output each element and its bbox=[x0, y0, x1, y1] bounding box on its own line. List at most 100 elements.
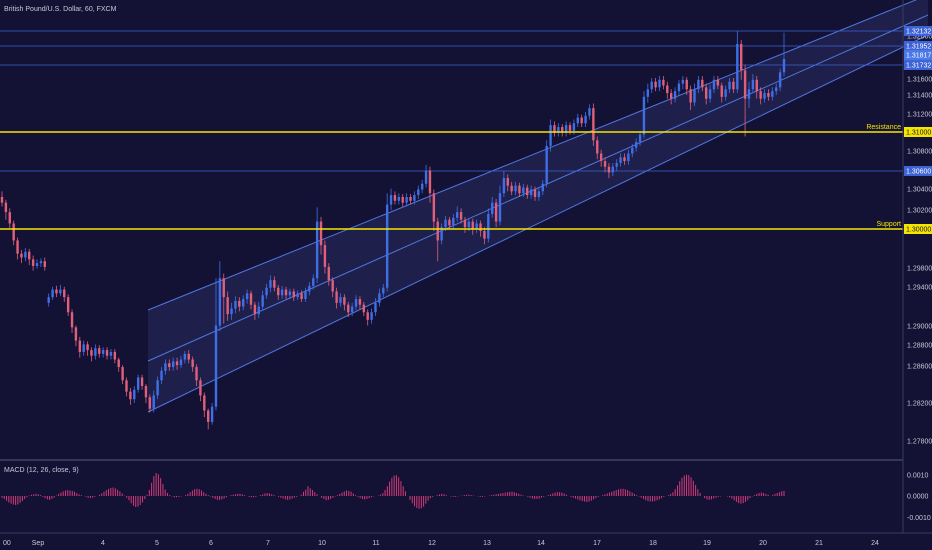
candle-body bbox=[370, 312, 373, 320]
macd-histogram bbox=[1, 473, 785, 509]
candle-body bbox=[751, 79, 755, 90]
time-tick-label: 00 bbox=[3, 540, 11, 547]
candle-body bbox=[599, 153, 603, 162]
support-resistance-levels[interactable]: Resistance 1.31000 Support 1.30000 bbox=[0, 124, 932, 234]
candle-body bbox=[327, 266, 331, 281]
price-tick-label: 1.28800 bbox=[907, 343, 932, 350]
macd-tick-label: 0.0000 bbox=[907, 494, 929, 501]
candle-body bbox=[603, 161, 607, 167]
candle-body bbox=[230, 308, 233, 315]
level-name-support: Support bbox=[876, 221, 901, 228]
candle-body bbox=[669, 93, 673, 99]
candle-body bbox=[704, 87, 708, 99]
candle-body bbox=[78, 340, 82, 352]
candle-body bbox=[245, 293, 249, 300]
candle-body bbox=[335, 291, 338, 303]
candle-body bbox=[125, 380, 128, 392]
candle-body bbox=[148, 397, 152, 409]
candle-body bbox=[133, 389, 136, 400]
channel-lower-line[interactable] bbox=[147, 34, 929, 413]
price-tick-label: 1.29000 bbox=[907, 324, 932, 331]
candle-body bbox=[494, 202, 498, 222]
candle-body bbox=[436, 221, 439, 241]
candle-body bbox=[43, 261, 46, 267]
candle-body bbox=[339, 297, 342, 303]
candle-body bbox=[747, 89, 751, 99]
channel-band bbox=[148, 0, 928, 412]
candle-body bbox=[249, 293, 253, 305]
candle-body bbox=[467, 221, 471, 228]
candle-body bbox=[261, 295, 264, 307]
price-tag-bg-upper bbox=[904, 26, 932, 36]
candle-body bbox=[417, 189, 420, 196]
horizontal-lines[interactable] bbox=[0, 30, 903, 172]
candle-body bbox=[596, 140, 599, 154]
candle-body bbox=[592, 108, 595, 141]
candle-body bbox=[288, 291, 292, 296]
candle-body bbox=[331, 280, 334, 292]
price-tick-label: 1.27800 bbox=[907, 439, 932, 446]
candle-body bbox=[529, 189, 533, 196]
candle-body bbox=[782, 59, 786, 73]
candle-body bbox=[728, 81, 731, 90]
candle-body bbox=[168, 363, 171, 368]
candle-body bbox=[506, 178, 509, 186]
candle-body bbox=[374, 302, 377, 313]
candle-body bbox=[269, 280, 272, 288]
candle-body bbox=[323, 245, 327, 267]
candle-body bbox=[284, 289, 288, 296]
candle-body bbox=[677, 83, 681, 92]
candle-body bbox=[382, 287, 385, 294]
time-tick-label: 4 bbox=[101, 540, 105, 547]
candle-body bbox=[759, 91, 762, 99]
candle-body bbox=[444, 219, 447, 228]
candle-body bbox=[152, 395, 155, 409]
candle-body bbox=[242, 299, 245, 307]
level-price-tag: 1.30000 bbox=[906, 227, 931, 234]
channel-upper-line[interactable] bbox=[147, 0, 928, 311]
price-tag-bg-upper_mid bbox=[904, 41, 932, 51]
candle-body bbox=[59, 289, 62, 294]
candle-body bbox=[47, 297, 50, 303]
candle-body bbox=[385, 204, 389, 288]
price-axis[interactable]: 1.32000 1.31600 1.31400 1.31200 1.30800 1.304… bbox=[904, 26, 932, 522]
candle-body bbox=[218, 278, 222, 326]
candle-body bbox=[681, 79, 685, 84]
price-tag-bg-mid bbox=[904, 60, 932, 70]
time-tick-label: 5 bbox=[155, 540, 159, 547]
price-tag-last: 1.31817 bbox=[906, 53, 931, 60]
time-tick-label: 17 bbox=[593, 540, 601, 547]
candle-body bbox=[778, 72, 782, 88]
candle-body bbox=[191, 359, 194, 368]
price-tick-label: 1.32000 bbox=[907, 34, 932, 41]
candle-body bbox=[541, 183, 544, 192]
candle-body bbox=[253, 304, 257, 315]
time-axis[interactable]: 00 Sep 4 5 6 7 10 11 12 13 14 17 18 19 20 21 24 bbox=[3, 540, 879, 547]
candle-body bbox=[638, 134, 642, 143]
candle-body bbox=[222, 278, 225, 298]
candle-body bbox=[74, 327, 78, 341]
candle-body bbox=[86, 344, 89, 351]
candle-body bbox=[611, 166, 615, 173]
candle-body bbox=[347, 304, 350, 313]
candle-body bbox=[195, 367, 198, 381]
regression-channel[interactable] bbox=[147, 0, 929, 413]
time-tick-label: 12 bbox=[428, 540, 436, 547]
candle-body bbox=[203, 395, 206, 411]
candle-body bbox=[39, 261, 43, 264]
candle-body bbox=[432, 193, 436, 222]
candle-body bbox=[572, 123, 576, 131]
price-tick-label: 1.31600 bbox=[907, 77, 932, 84]
candle-body bbox=[580, 117, 583, 124]
candle-body bbox=[564, 125, 568, 133]
time-tick-label: 18 bbox=[649, 540, 657, 547]
candle-body bbox=[277, 287, 280, 296]
candle-body bbox=[171, 361, 175, 368]
candle-body bbox=[650, 81, 653, 90]
candle-body bbox=[70, 312, 74, 328]
candle-body bbox=[627, 153, 630, 162]
channel-mid-line[interactable] bbox=[147, 14, 929, 362]
candle-body bbox=[175, 361, 179, 366]
price-tick-label: 1.30800 bbox=[907, 149, 932, 156]
